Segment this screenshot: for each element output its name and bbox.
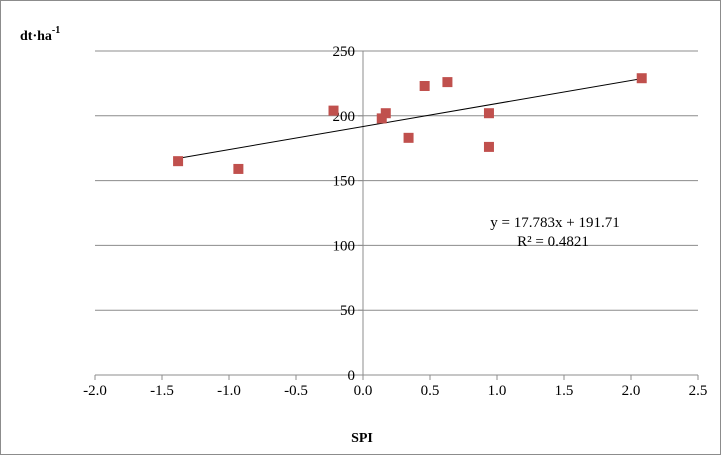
x-axis-title: SPI — [351, 431, 373, 446]
y-tick-label: 0 — [348, 368, 356, 384]
trendline-group — [177, 78, 642, 159]
x-tick-label: -1.5 — [150, 383, 174, 399]
x-tick-labels: -2.0 -1.5 -1.0 -0.5 0.0 0.5 1.0 1.5 2.0 2.5 — [83, 383, 707, 399]
y-tick-label: 150 — [333, 174, 356, 190]
data-point — [173, 156, 184, 167]
data-point — [483, 141, 494, 152]
x-tick-label: 1.5 — [555, 383, 574, 399]
y-tick-label: 100 — [333, 238, 356, 254]
gridlines — [95, 50, 698, 311]
x-tick-label: -0.5 — [284, 383, 308, 399]
x-tick-label: 2.5 — [689, 383, 708, 399]
data-point — [483, 108, 494, 119]
data-point — [380, 108, 391, 119]
y-tick-label: 50 — [340, 303, 355, 319]
x-tick-label: 0.0 — [354, 383, 373, 399]
data-point — [328, 105, 339, 116]
y-axis-title-text: dt·ha — [20, 29, 52, 44]
data-point — [403, 132, 414, 143]
data-point — [419, 80, 430, 91]
data-points — [173, 73, 647, 174]
trendline-r-squared: R² = 0.4821 — [517, 234, 589, 250]
y-axis-title-superscript: -1 — [52, 25, 60, 36]
x-tick-label: 0.5 — [421, 383, 440, 399]
data-point — [636, 73, 647, 84]
trendline-equation: y = 17.783x + 191.71 — [490, 215, 619, 231]
x-tick-label: 2.0 — [622, 383, 641, 399]
x-tick-label: 1.0 — [488, 383, 507, 399]
data-point — [376, 113, 387, 124]
axes — [94, 50, 699, 380]
x-tick-label: -2.0 — [83, 383, 107, 399]
y-axis-title: dt·ha-1 — [20, 25, 60, 44]
y-tick-label: 250 — [333, 44, 356, 60]
data-point — [442, 77, 453, 88]
data-point — [233, 163, 244, 174]
x-tick-label: -1.0 — [217, 383, 241, 399]
trendline — [177, 78, 642, 159]
